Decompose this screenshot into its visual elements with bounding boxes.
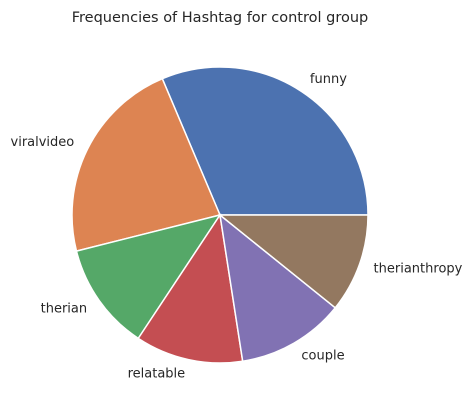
pie-slice-therian [75,213,222,340]
pie-slice-funny [161,66,369,216]
pie-slice-viralvideo [71,77,222,253]
pie-slice-relatable [137,212,244,364]
pie-slices [71,66,369,364]
chart-title: Frequencies of Hashtag for control group [72,10,368,26]
pie-slice-therianthropy [217,214,369,309]
slice-label-funny: funny [310,72,347,87]
slice-label-couple: couple [301,348,344,363]
slice-label-therian: therian [41,302,88,317]
slice-label-viralvideo: viralvideo [11,135,75,150]
pie-slice-couple [218,213,337,363]
slice-label-therianthropy: therianthropy [374,262,463,277]
slice-label-relatable: relatable [128,367,186,382]
pie-labels: funny viralvideo therian relatable couple the… [11,72,463,382]
